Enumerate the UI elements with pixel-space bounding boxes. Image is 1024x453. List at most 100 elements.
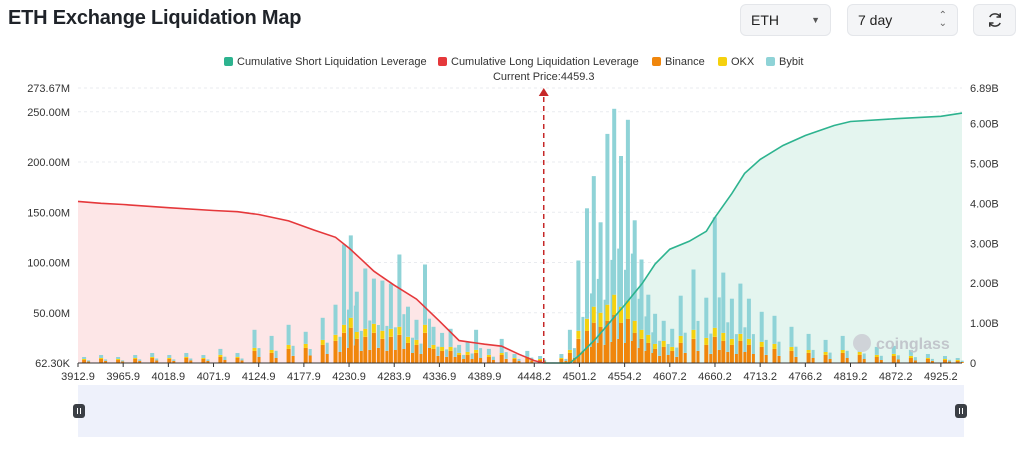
binance-bar xyxy=(419,354,423,363)
bybit-bar xyxy=(440,332,445,347)
okx-bar xyxy=(729,338,734,345)
bybit-bar xyxy=(445,349,449,357)
binance-bar xyxy=(428,347,431,363)
binance-bar xyxy=(116,360,121,363)
bybit-bar xyxy=(764,339,768,355)
x-tick-label: 4819.2 xyxy=(834,371,868,383)
bybit-bar xyxy=(828,352,832,359)
page-title: ETH Exchange Liquidation Map xyxy=(8,7,302,29)
y-right-tick-label: 6.89B xyxy=(970,83,999,95)
bybit-bar xyxy=(517,358,521,361)
okx-bar xyxy=(512,358,517,359)
binance-bar xyxy=(376,347,380,363)
okx-bar xyxy=(406,336,410,343)
binance-bar xyxy=(121,361,125,363)
binance-bar xyxy=(138,361,142,363)
x-tick-label: 4660.2 xyxy=(698,371,732,383)
bybit-bar xyxy=(359,330,363,351)
binance-bar xyxy=(240,360,244,363)
okx-bar xyxy=(632,320,637,333)
binance-bar xyxy=(789,350,794,363)
binance-bar xyxy=(625,318,630,363)
bybit-bar xyxy=(746,298,751,339)
bybit-bar xyxy=(955,358,960,360)
bybit-bar xyxy=(960,360,964,362)
binance-bar xyxy=(453,357,457,363)
short-line xyxy=(543,112,963,364)
bybit-bar xyxy=(406,306,410,337)
bybit-bar xyxy=(632,220,637,321)
y-left-tick-label: 200.00M xyxy=(27,157,70,169)
legend-swatch xyxy=(224,57,233,66)
binance-bar xyxy=(639,338,644,363)
binance-bar xyxy=(591,322,596,363)
binance-bar xyxy=(955,361,960,363)
coin-select[interactable]: ETH ▼ xyxy=(740,4,831,36)
bybit-bar xyxy=(385,325,389,351)
okx-bar xyxy=(789,346,794,351)
bybit-bar xyxy=(653,313,658,344)
current-price-marker: Current Price:4459.3 xyxy=(493,71,594,363)
bybit-bar xyxy=(637,298,641,348)
binance-bar xyxy=(930,361,934,363)
x-tick-label: 4925.2 xyxy=(924,371,958,383)
chevron-down-icon: ▼ xyxy=(811,15,820,25)
bybit-bar xyxy=(371,278,376,324)
binance-bar xyxy=(462,359,466,363)
okx-bar xyxy=(605,304,610,321)
bybit-bar xyxy=(525,350,530,357)
refresh-button[interactable] xyxy=(973,4,1016,36)
binance-bar xyxy=(605,320,610,363)
okx-bar xyxy=(499,353,504,355)
binance-bar xyxy=(474,353,479,363)
binance-bar xyxy=(777,356,781,363)
okx-bar xyxy=(380,330,385,339)
x-tick-label: 4230.9 xyxy=(332,371,366,383)
binance-bar xyxy=(772,348,777,363)
bybit-bar xyxy=(646,294,651,335)
okx-bar xyxy=(414,339,419,345)
binance-bar xyxy=(206,361,210,363)
bybit-bar xyxy=(666,344,670,355)
binance-bar xyxy=(874,357,879,363)
bybit-bar xyxy=(223,356,227,360)
okx-bar xyxy=(252,347,257,351)
bybit-bar xyxy=(585,208,589,319)
y-right-tick-label: 0 xyxy=(970,358,976,370)
bybit-bar xyxy=(104,359,108,361)
bybit-bar xyxy=(291,345,295,356)
bybit-bar xyxy=(581,316,585,351)
bybit-bar xyxy=(269,335,274,350)
bybit-bar xyxy=(419,343,423,354)
bybit-bar xyxy=(591,176,596,307)
binance-bar xyxy=(320,344,325,363)
bybit-bar xyxy=(274,350,278,358)
bybit-bar xyxy=(751,334,755,354)
bybit-bar xyxy=(235,353,240,357)
bybit-bar xyxy=(150,353,155,357)
bybit-bar xyxy=(617,248,621,339)
binance-bar xyxy=(184,358,189,363)
okx-bar xyxy=(721,332,726,341)
okx-bar xyxy=(857,351,862,355)
range-select[interactable]: 7 day ⌃ ⌄ xyxy=(847,4,958,36)
zoom-slider-track[interactable] xyxy=(78,385,964,437)
bybit-bar xyxy=(538,356,543,359)
bybit-bar xyxy=(612,108,617,295)
binance-bar xyxy=(257,357,261,363)
bybit-bar xyxy=(457,344,462,353)
binance-bar xyxy=(960,362,964,363)
x-tick-label: 4554.2 xyxy=(608,371,642,383)
zoom-slider-right-handle[interactable] xyxy=(955,404,967,418)
bybit-bar xyxy=(206,359,210,361)
bybit-bar xyxy=(709,333,713,354)
okx-bar xyxy=(457,353,462,355)
okx-bar xyxy=(440,346,445,351)
legend-label: Binance xyxy=(665,56,705,68)
zoom-slider-left-handle[interactable] xyxy=(73,404,85,418)
bybit-bar xyxy=(138,359,142,361)
bybit-bar xyxy=(658,340,662,356)
bybit-bar xyxy=(411,337,414,353)
bybit-bar xyxy=(172,359,176,361)
binance-bar xyxy=(436,356,440,363)
